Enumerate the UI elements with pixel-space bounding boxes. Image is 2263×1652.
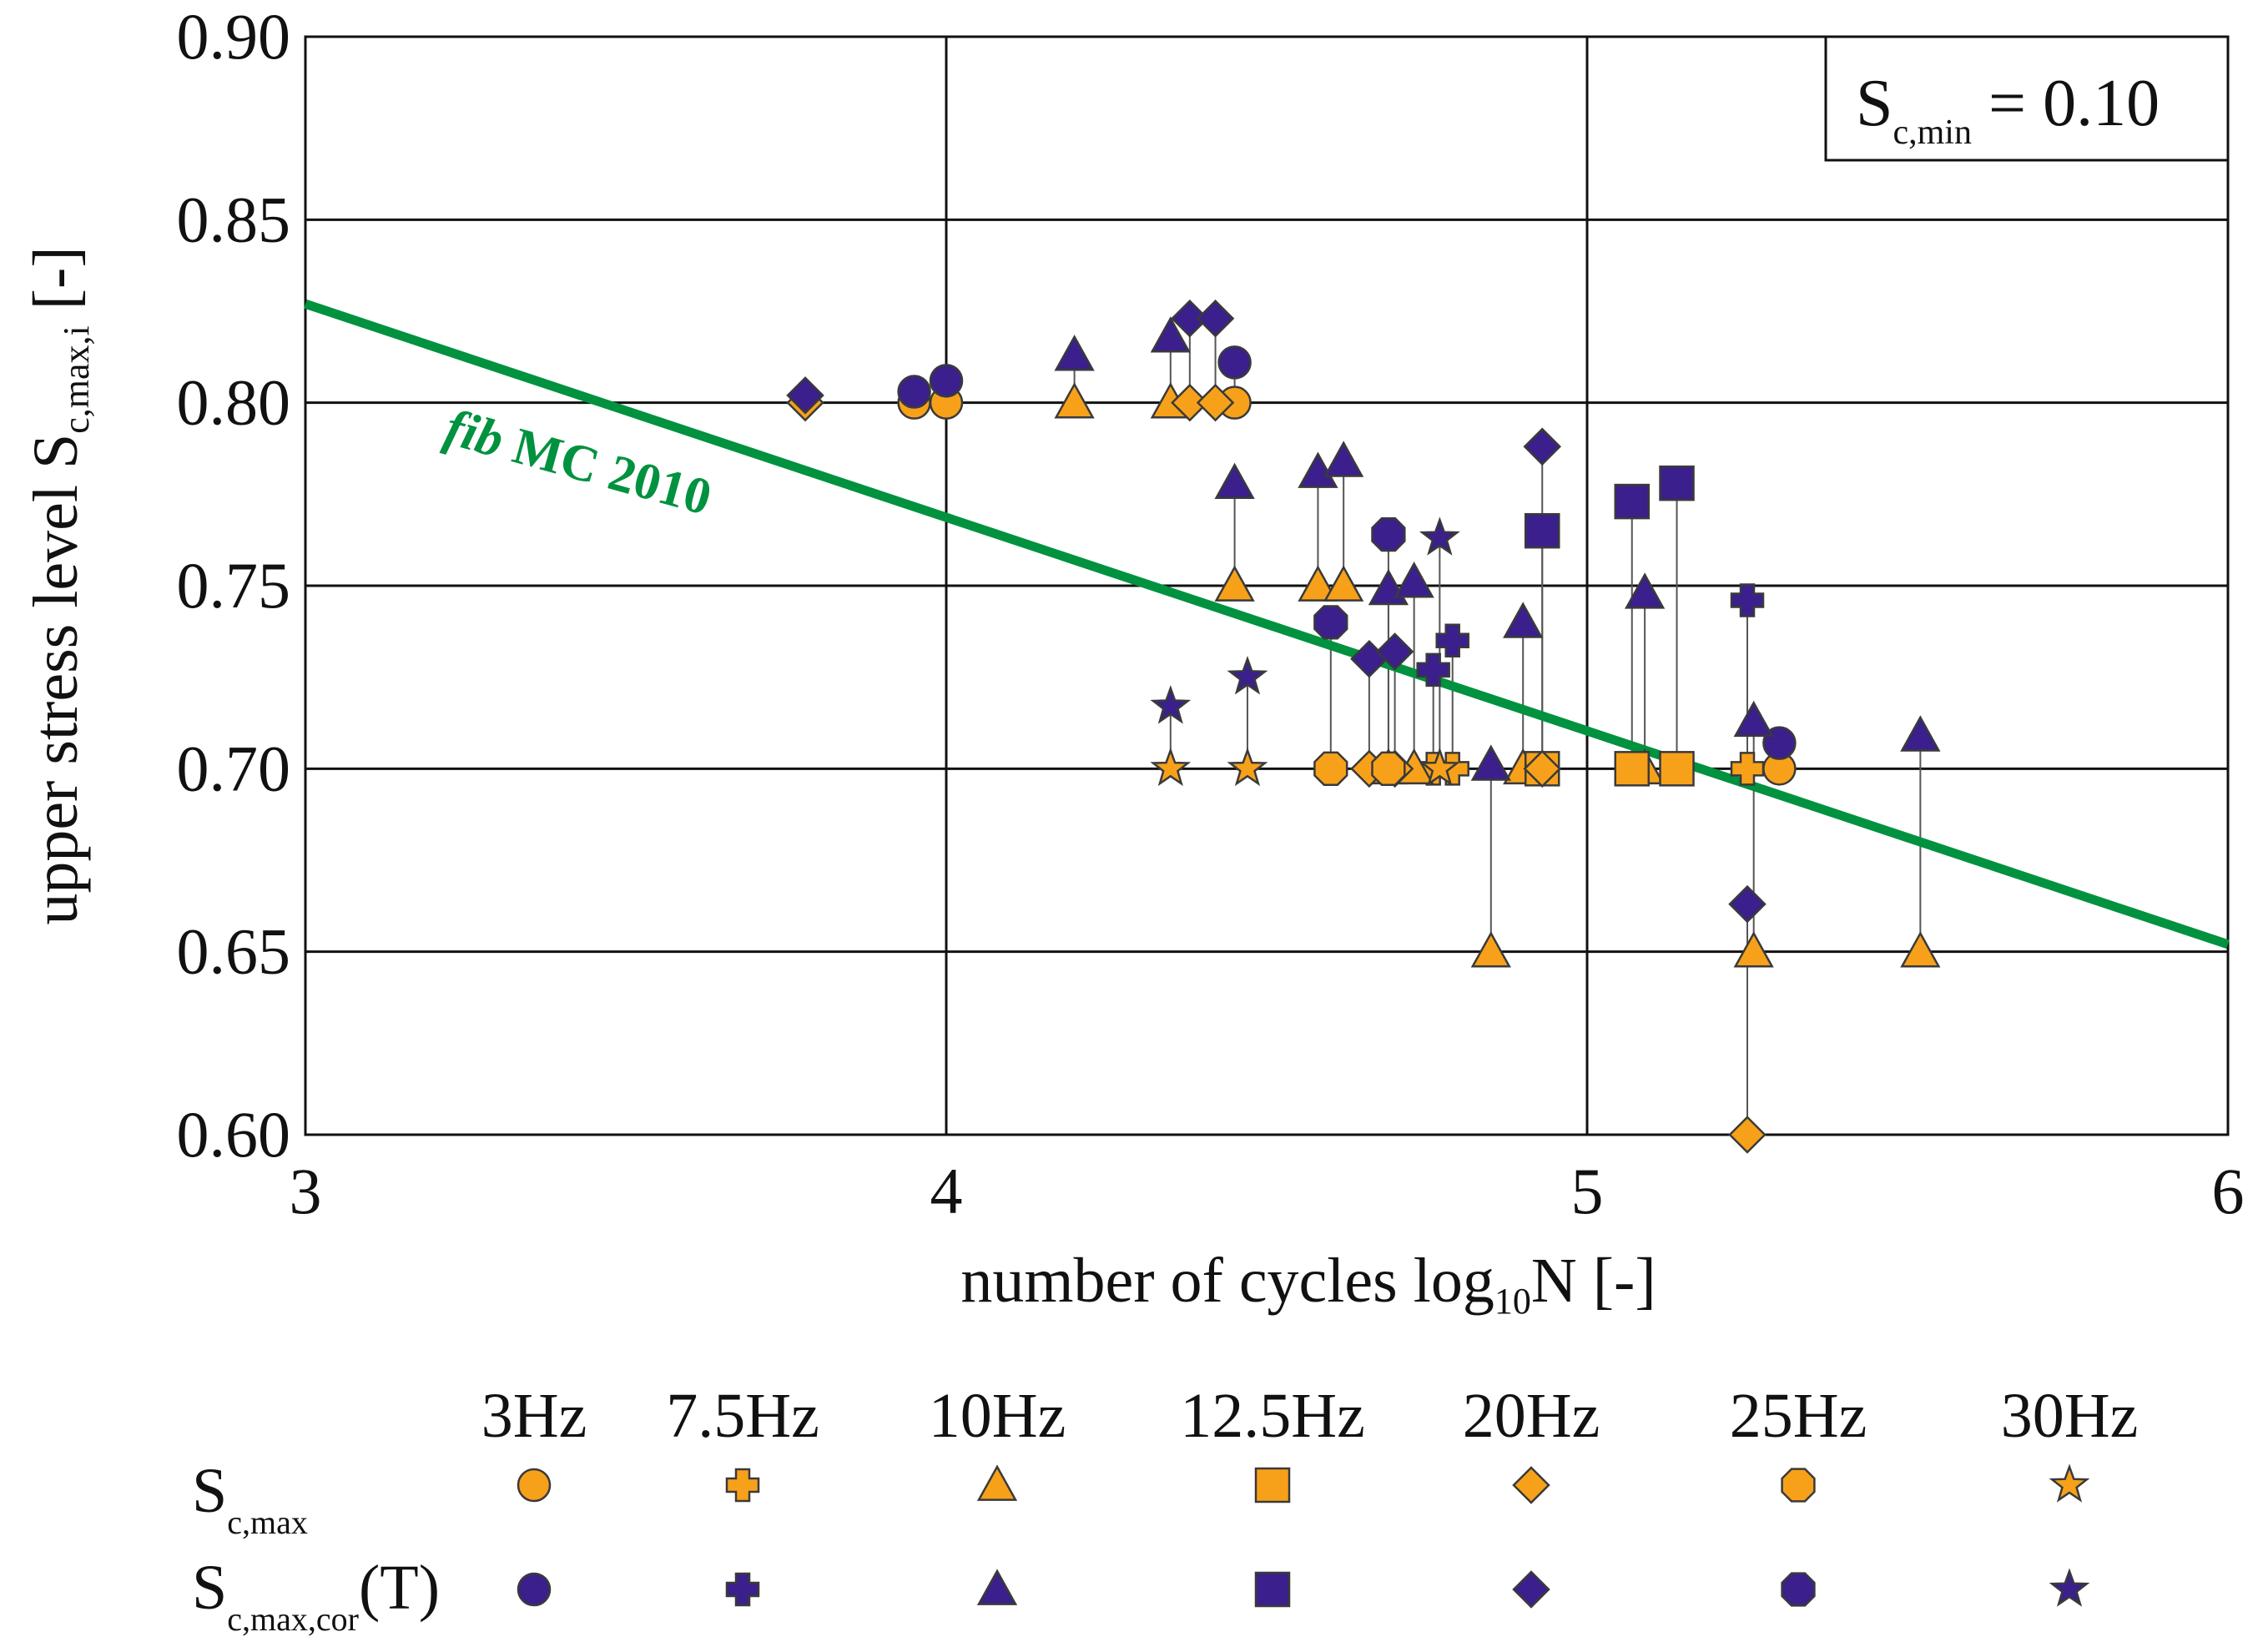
y-tick-label: 0.90 — [177, 0, 291, 73]
point-diamond-s-c-max — [1196, 383, 1235, 422]
point-diamond-s-c-max-cor — [786, 376, 824, 415]
point-cross-s-c-max-cor — [1730, 583, 1765, 617]
legend-frequency-0: 3Hz — [481, 1381, 587, 1451]
point-triangle-s-c-max — [1470, 931, 1511, 968]
point-triangle-s-c-max-cor — [1323, 441, 1364, 477]
point-triangle-s-c-max — [1054, 382, 1095, 419]
legend-row-label-s-c-max-cor: Sc,max,cor(T) — [192, 1553, 440, 1638]
legend-marker-octagon-s-c-max — [1781, 1468, 1816, 1503]
y-tick-label: 0.65 — [177, 915, 291, 988]
fib-mc2010-label: fib MC 2010 — [439, 399, 717, 526]
point-triangle-s-c-max-cor — [1733, 700, 1774, 738]
point-octagon-s-c-max-cor — [1371, 516, 1406, 552]
point-triangle-s-c-max — [1214, 565, 1255, 602]
markers — [786, 300, 1941, 1154]
point-triangle-s-c-max-cor — [1624, 572, 1666, 609]
point-square-s-c-max — [1614, 751, 1651, 787]
point-triangle-s-c-max — [1298, 565, 1338, 602]
y-tick-label: 0.85 — [177, 183, 291, 255]
point-diamond-s-c-max — [1171, 383, 1209, 422]
point-triangle-s-c-max-cor — [1054, 335, 1095, 371]
point-circle-s-c-max-cor — [929, 364, 964, 398]
point-star-s-c-max-cor — [1227, 656, 1268, 695]
point-octagon-s-c-max — [1313, 751, 1348, 786]
legend-marker-cross-s-c-max — [725, 1468, 760, 1503]
y-tick-label: 0.70 — [177, 732, 291, 804]
point-triangle-s-c-max — [1323, 565, 1364, 602]
legend-marker-circle-s-c-max-cor — [517, 1572, 552, 1607]
point-cross-s-c-max-cor — [1416, 652, 1450, 687]
point-square-s-c-max-cor — [1659, 465, 1695, 501]
point-triangle-s-c-max-cor — [1214, 462, 1255, 500]
point-star-s-c-max-cor — [1419, 516, 1460, 556]
point-octagon-s-c-max — [1371, 751, 1406, 786]
point-triangle-s-c-max-cor — [1503, 602, 1544, 638]
legend-marker-circle-s-c-max — [517, 1468, 552, 1503]
point-square-s-c-max — [1659, 751, 1695, 787]
x-tick-label: 4 — [930, 1155, 963, 1227]
legend-frequency-2: 10Hz — [929, 1381, 1066, 1451]
point-square-s-c-max-cor — [1524, 512, 1560, 549]
point-diamond-s-c-max-cor — [1375, 632, 1414, 671]
reference-line-layer: fib MC 2010 — [304, 300, 2230, 949]
annotation-text: Sc,min = 0.10 — [1856, 67, 2160, 152]
point-star-s-c-max — [1150, 747, 1192, 787]
point-cross-s-c-max — [1730, 752, 1765, 786]
legend-frequency-5: 25Hz — [1730, 1381, 1867, 1451]
legend-frequency-6: 30Hz — [2001, 1381, 2139, 1451]
legend-marker-star-s-c-max — [2049, 1463, 2090, 1503]
point-star-s-c-max — [1227, 747, 1268, 787]
legend: 3Hz 7.5Hz 10Hz 12.5Hz 20Hz 25Hz 30Hz Sc,max Sc,m… — [192, 1381, 2138, 1638]
x-tick-label: 5 — [1571, 1155, 1604, 1227]
point-circle-s-c-max-cor — [897, 375, 931, 409]
legend-marker-triangle-s-c-max-cor — [976, 1569, 1018, 1605]
legend-marker-star-s-c-max-cor — [2049, 1568, 2090, 1607]
point-diamond-s-c-max — [1523, 749, 1562, 788]
point-diamond-s-c-max — [1728, 1116, 1767, 1154]
plot-frame — [304, 35, 2230, 1136]
axis-text: 0.60 0.65 0.70 0.75 0.80 0.85 0.90 3 4 5 6 number o… — [21, 0, 2245, 1322]
y-tick-label: 0.75 — [177, 549, 291, 622]
legend-marker-square-s-c-max-cor — [1254, 1571, 1291, 1608]
point-diamond-s-c-max-cor — [1523, 427, 1562, 466]
annotation-box — [1824, 35, 2230, 162]
y-tick-label: 0.80 — [177, 366, 291, 439]
legend-frequency-4: 20Hz — [1463, 1381, 1600, 1451]
y-axis-label: upper stress level Sc,max,i [-] — [21, 246, 97, 924]
point-triangle-s-c-max-cor — [1470, 744, 1511, 781]
legend-frequency-3: 12.5Hz — [1180, 1381, 1365, 1451]
point-octagon-s-c-max-cor — [1313, 605, 1348, 640]
legend-frequency-1: 7.5Hz — [666, 1381, 819, 1451]
point-triangle-s-c-max-cor — [1900, 715, 1941, 752]
point-square-s-c-max-cor — [1614, 483, 1651, 520]
legend-marker-triangle-s-c-max — [976, 1464, 1018, 1501]
fib-mc2010-line — [304, 300, 2230, 949]
point-star-s-c-max — [1419, 747, 1460, 787]
x-axis-label: number of cycles log10N [-] — [960, 1246, 1656, 1322]
y-tick-label: 0.60 — [177, 1098, 291, 1171]
point-triangle-s-c-max — [1900, 931, 1941, 968]
point-star-s-c-max-cor — [1150, 685, 1192, 724]
point-diamond-s-c-max-cor — [1171, 300, 1209, 338]
legend-marker-cross-s-c-max-cor — [725, 1572, 760, 1607]
point-diamond-s-c-max-cor — [1728, 884, 1767, 924]
point-cross-s-c-max-cor — [1435, 623, 1469, 658]
point-triangle-s-c-max — [1733, 931, 1774, 968]
legend-marker-diamond-s-c-max-cor — [1512, 1570, 1550, 1609]
legend-marker-octagon-s-c-max-cor — [1781, 1572, 1816, 1607]
x-tick-label: 3 — [290, 1155, 322, 1227]
point-diamond-s-c-max-cor — [1196, 300, 1235, 338]
x-tick-label: 6 — [2212, 1155, 2245, 1227]
point-triangle-s-c-max-cor — [1150, 316, 1191, 353]
legend-marker-square-s-c-max — [1254, 1467, 1291, 1503]
grid — [304, 35, 2230, 1136]
legend-row-label-s-c-max: Sc,max — [192, 1456, 308, 1541]
point-triangle-s-c-max-cor — [1394, 562, 1434, 598]
point-circle-s-c-max-cor — [1217, 345, 1252, 380]
legend-marker-diamond-s-c-max — [1512, 1466, 1550, 1504]
